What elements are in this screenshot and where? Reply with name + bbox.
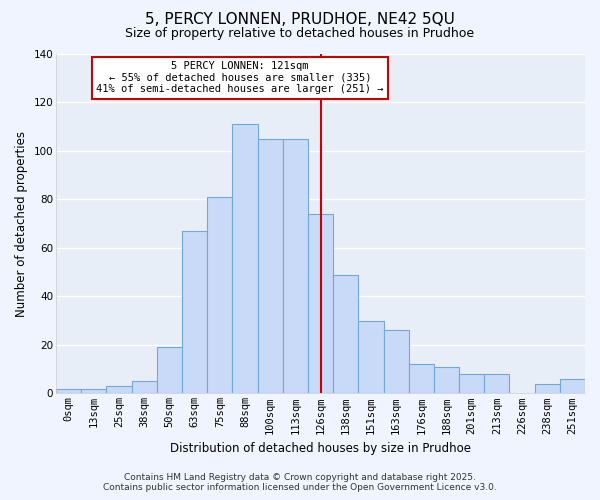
Bar: [283, 139, 308, 394]
Text: Contains HM Land Registry data © Crown copyright and database right 2025.
Contai: Contains HM Land Registry data © Crown c…: [103, 473, 497, 492]
Bar: [409, 364, 434, 394]
Bar: [232, 124, 257, 394]
Bar: [358, 320, 383, 394]
Bar: [484, 374, 509, 394]
Bar: [257, 139, 283, 394]
Text: 5, PERCY LONNEN, PRUDHOE, NE42 5QU: 5, PERCY LONNEN, PRUDHOE, NE42 5QU: [145, 12, 455, 28]
Bar: [106, 386, 131, 394]
Bar: [81, 388, 106, 394]
Bar: [434, 366, 459, 394]
Bar: [207, 197, 232, 394]
Bar: [459, 374, 484, 394]
Bar: [56, 388, 81, 394]
Text: Size of property relative to detached houses in Prudhoe: Size of property relative to detached ho…: [125, 28, 475, 40]
Bar: [308, 214, 333, 394]
Bar: [157, 348, 182, 394]
Bar: [333, 274, 358, 394]
Bar: [535, 384, 560, 394]
Bar: [560, 379, 585, 394]
Bar: [182, 231, 207, 394]
Bar: [383, 330, 409, 394]
X-axis label: Distribution of detached houses by size in Prudhoe: Distribution of detached houses by size …: [170, 442, 471, 455]
Text: 5 PERCY LONNEN: 121sqm
← 55% of detached houses are smaller (335)
41% of semi-de: 5 PERCY LONNEN: 121sqm ← 55% of detached…: [96, 62, 383, 94]
Y-axis label: Number of detached properties: Number of detached properties: [15, 130, 28, 316]
Bar: [131, 382, 157, 394]
